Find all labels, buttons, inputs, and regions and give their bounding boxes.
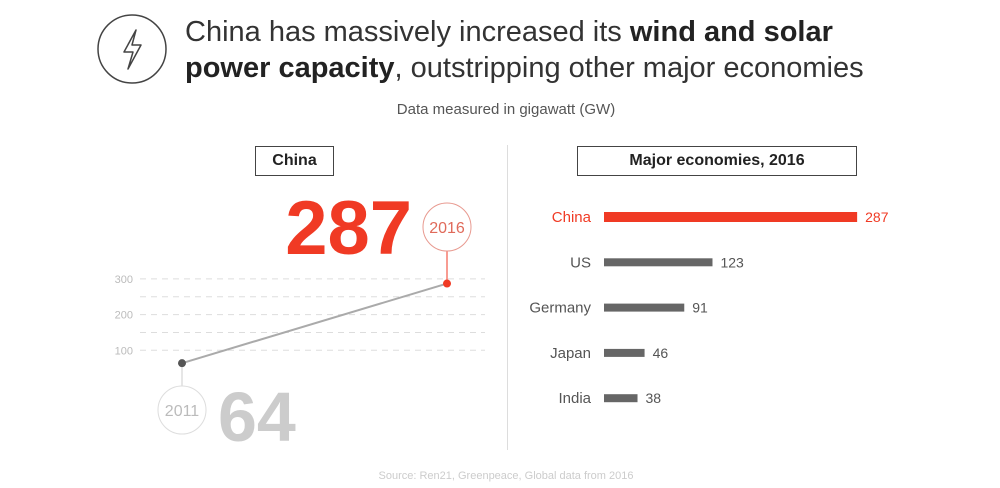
- bar-value-label: 287: [865, 209, 889, 225]
- subtitle: Data measured in gigawatt (GW): [396, 101, 616, 118]
- bar-value-label: 123: [720, 254, 744, 270]
- y-tick-label: 200: [115, 310, 133, 322]
- series-line: [181, 282, 448, 365]
- bar-japan: [604, 348, 645, 357]
- y-tick-label: 100: [115, 345, 133, 357]
- data-point-2011: [178, 359, 186, 368]
- value-label-2016: 287: [285, 186, 412, 271]
- chart-title: China has massively increased its wind a…: [185, 16, 864, 84]
- bar-value-label: 46: [653, 345, 669, 361]
- year-label-2011: 2011: [165, 403, 200, 420]
- bar-us: [604, 258, 713, 267]
- year-label-2016: 2016: [429, 220, 465, 237]
- bar-value-label: 38: [646, 390, 662, 406]
- year-badge-2011: [157, 385, 207, 435]
- china-panel-title: China: [255, 146, 334, 176]
- bar-germany: [604, 303, 685, 312]
- bar-china: [604, 212, 858, 222]
- economies-panel-title: Major economies, 2016: [577, 146, 857, 176]
- divider: [507, 145, 508, 450]
- bar-india: [604, 394, 638, 403]
- y-tick-label: 300: [115, 274, 133, 286]
- lightning-bolt-icon: [97, 14, 167, 84]
- china-line-chart: 100 200 300 2011 64 2016 287: [115, 186, 485, 456]
- bar-category-label: US: [570, 254, 591, 271]
- source-note: Source: Ren21, Greenpeace, Global data f…: [378, 470, 634, 482]
- year-badge-2016: [422, 202, 472, 252]
- value-label-2011: 64: [218, 378, 296, 456]
- data-point-2016: [443, 279, 451, 288]
- bar-category-label: Germany: [529, 300, 591, 317]
- bar-category-label: Japan: [550, 345, 591, 362]
- bar-category-label: India: [558, 390, 591, 407]
- bar-category-label: China: [552, 209, 592, 226]
- economies-bar-chart: China 287 US 123 Germany 91 Japan 46 India 38: [529, 209, 889, 407]
- bar-value-label: 91: [692, 300, 708, 316]
